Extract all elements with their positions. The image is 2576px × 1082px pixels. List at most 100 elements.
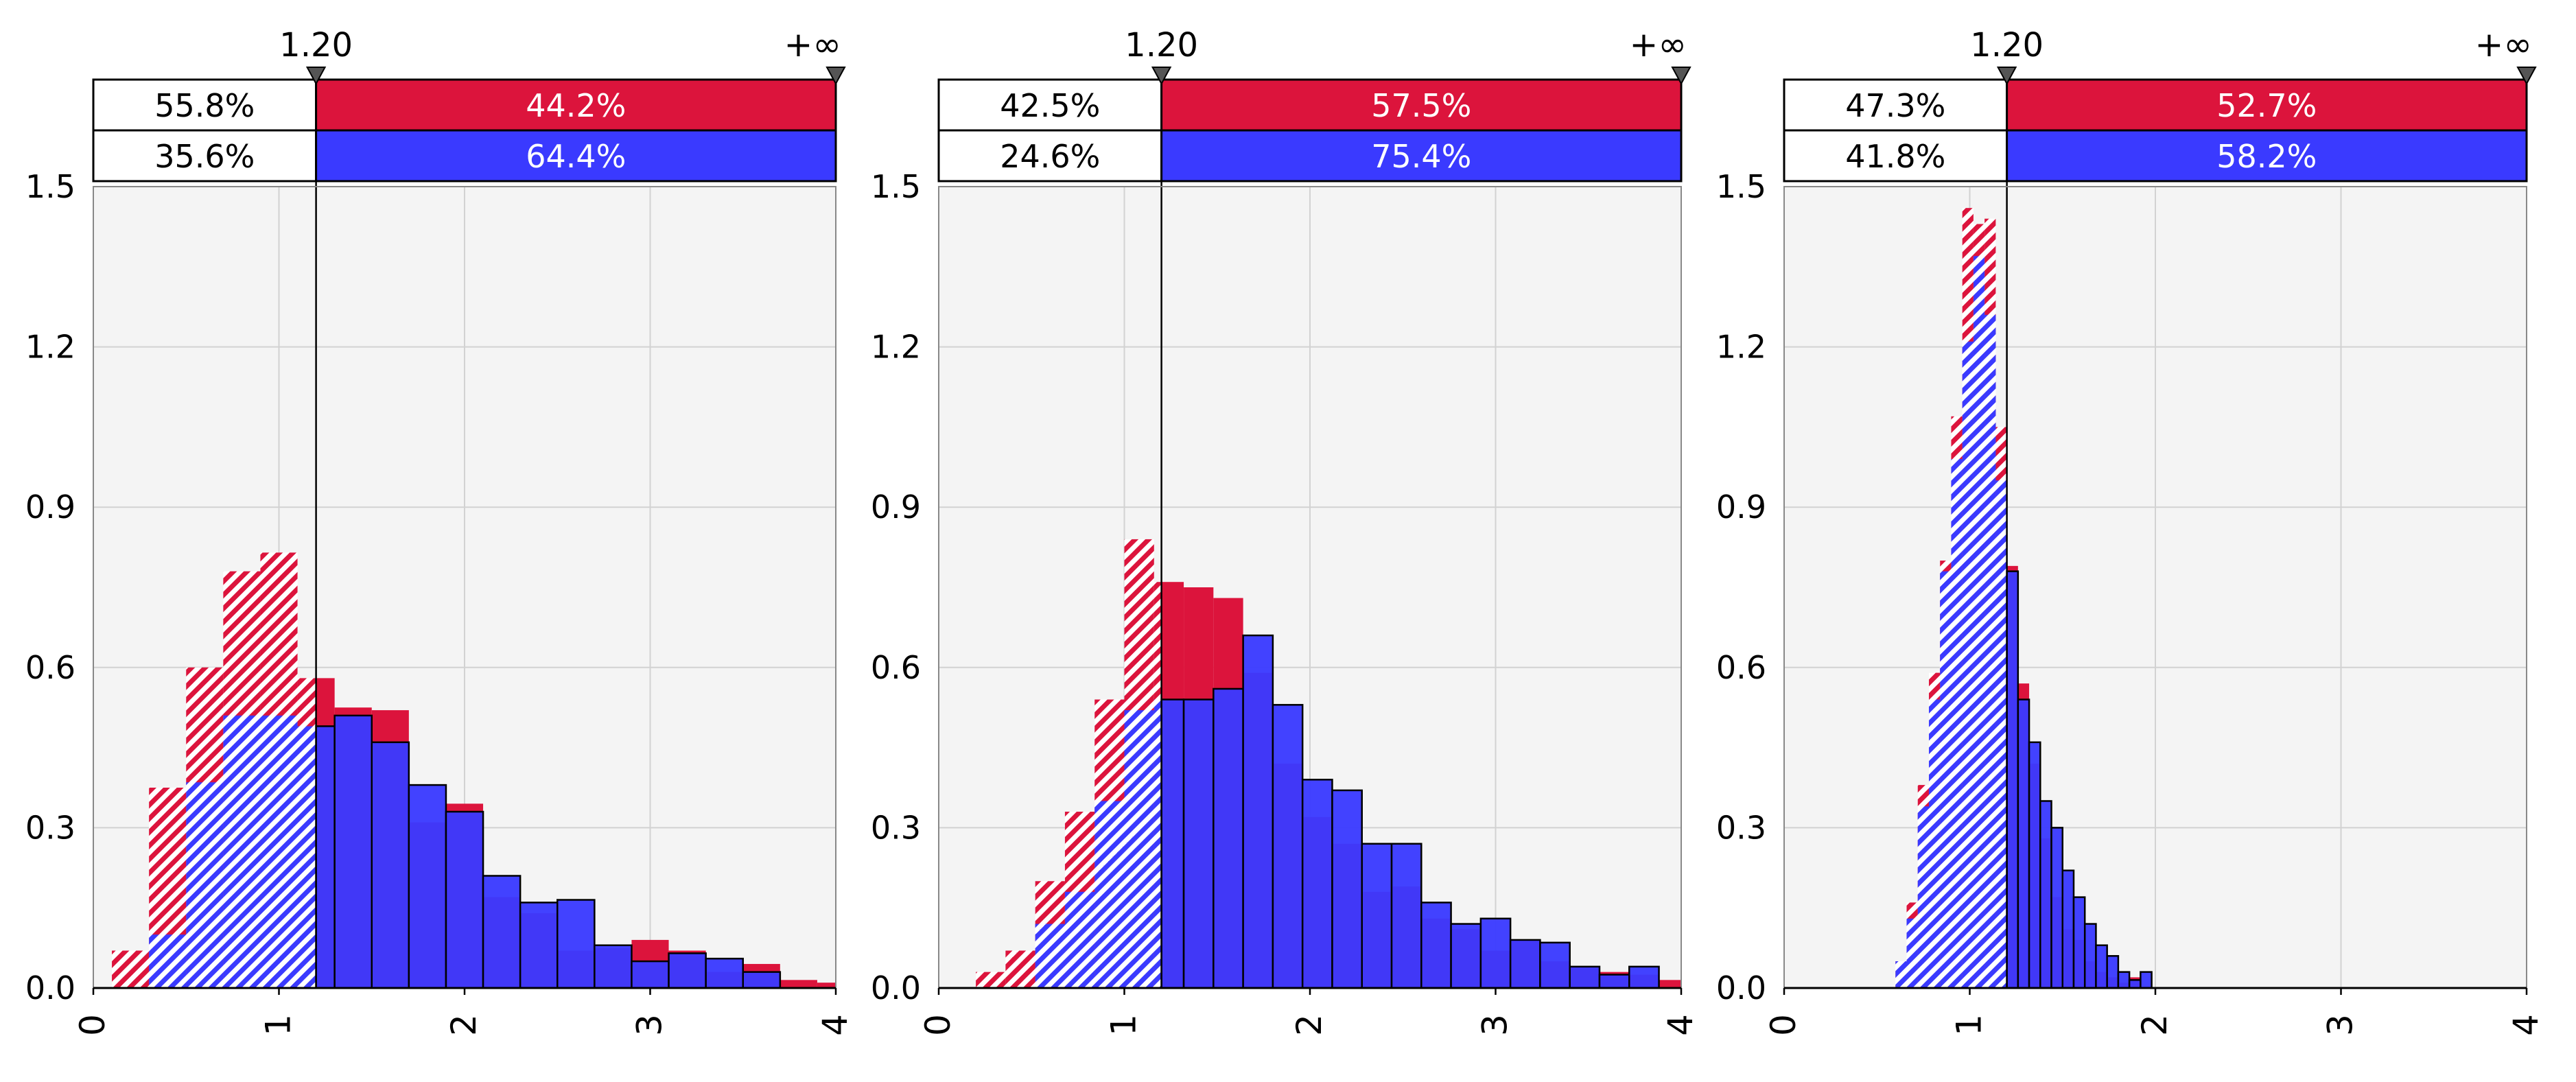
blue-right-cell [315, 129, 837, 183]
blue-bar [668, 952, 707, 988]
summary-boxes: 47.3% 52.7% 41.8% 58.2% [1783, 78, 2528, 183]
blue-bar-hatched [1951, 459, 1963, 988]
blue-bar [1331, 789, 1363, 988]
blue-bar [2128, 979, 2142, 988]
blue-bar [371, 741, 410, 988]
y-tick-label: 0.0 [871, 969, 921, 1007]
threshold-marker [305, 67, 327, 86]
red-bar-hatched [112, 950, 150, 988]
red-left-percent: 47.3% [1845, 87, 1945, 124]
x-tick-label: 1 [259, 1014, 298, 1036]
blue-bar [445, 810, 484, 988]
y-tick-label: 1.5 [1716, 168, 1766, 205]
blue-bar-hatched [1154, 699, 1162, 988]
upper-marker [1671, 67, 1691, 86]
y-tick-label: 0.9 [25, 489, 75, 526]
x-tick-label: 4 [1661, 1014, 1700, 1036]
red-right-percent: 57.5% [1371, 87, 1471, 124]
upper-label: +∞ [2474, 25, 2532, 64]
red-left-percent: 55.8% [154, 87, 255, 124]
red-right-percent: 44.2% [526, 87, 626, 124]
blue-bar-hatched [1940, 571, 1952, 988]
upper-label: +∞ [784, 25, 841, 64]
blue-bar-hatched [186, 782, 224, 988]
blue-right-cell [2006, 129, 2528, 183]
blue-bar [333, 714, 373, 988]
bars [976, 539, 1718, 988]
y-tick-label: 1.2 [1716, 329, 1766, 366]
threshold-marker [1996, 67, 2017, 86]
x-tick-label: 3 [630, 1014, 670, 1036]
blue-right-cell [1160, 129, 1683, 183]
blue-bar [2050, 827, 2064, 988]
x-tick-label: 1 [1949, 1014, 1989, 1036]
blue-bar-hatched [260, 715, 298, 988]
blue-bar [2106, 955, 2120, 988]
blue-bar-hatched [1895, 961, 1907, 988]
summary-boxes: 55.8% 44.2% 35.6% 64.4% [92, 78, 837, 183]
blue-bar [1182, 698, 1215, 988]
y-tick-label: 0.0 [25, 969, 75, 1007]
blue-bar [2039, 800, 2052, 988]
threshold-label: 1.20 [1125, 26, 1198, 64]
panel-2: 42.5% 57.5%24.6% 75.4%1.20 +∞0.00.30.60.91.… [871, 25, 1718, 1036]
blue-bar [1598, 974, 1630, 988]
blue-bar-hatched [223, 715, 261, 988]
y-tick-label: 0.3 [1716, 809, 1766, 846]
y-tick-label: 0.0 [1716, 969, 1766, 1007]
blue-bar [2140, 971, 2153, 988]
blue-bar [2117, 971, 2131, 988]
red-bar [780, 980, 817, 988]
x-tick-label: 3 [2321, 1014, 2361, 1036]
blue-bar-hatched [1962, 341, 1974, 988]
blue-bar [1272, 704, 1304, 988]
y-tick-label: 1.5 [871, 168, 921, 205]
y-tick-label: 0.6 [1716, 649, 1766, 686]
blue-bar [1569, 965, 1601, 988]
blue-bar [1242, 634, 1274, 988]
y-tick-label: 0.9 [871, 489, 921, 526]
blue-bar-hatched [1995, 480, 2007, 988]
red-bar [1689, 983, 1718, 988]
y-tick-label: 1.2 [25, 329, 75, 366]
y-tick-label: 0.6 [25, 649, 75, 686]
blue-bar-hatched [1064, 891, 1095, 988]
blue-bar [1539, 941, 1571, 988]
blue-bar [2061, 869, 2075, 988]
upper-marker [2516, 67, 2537, 86]
blue-bar [1160, 698, 1185, 988]
blue-bar [2083, 923, 2097, 988]
x-tick-label: 0 [918, 1014, 958, 1036]
blue-bar [705, 957, 745, 988]
blue-bar [519, 902, 559, 988]
blue-left-percent: 35.6% [154, 138, 255, 175]
upper-marker [826, 67, 846, 86]
blue-bar [1213, 687, 1244, 988]
blue-bar [1628, 965, 1660, 988]
x-tick-label: 3 [1475, 1014, 1515, 1036]
blue-bar-hatched [1984, 314, 1996, 988]
blue-bar [2017, 698, 2030, 988]
blue-bar [631, 960, 670, 988]
threshold-marker [1151, 67, 1172, 86]
blue-bar [1450, 923, 1482, 988]
blue-bar [1420, 902, 1452, 988]
blue-right-percent: 58.2% [2216, 138, 2317, 175]
blue-bar-hatched [1917, 806, 1929, 988]
blue-bar-hatched [1124, 710, 1154, 988]
x-tick-label: 4 [2506, 1014, 2546, 1036]
blue-bar [1361, 843, 1393, 988]
blue-right-percent: 75.4% [1371, 138, 1471, 175]
blue-bar [1479, 917, 1512, 988]
panel-1: 55.8% 44.2%35.6% 64.4%1.20 +∞0.00.30.60.91.… [25, 25, 855, 1036]
blue-bar [1509, 939, 1541, 988]
red-right-cell [1160, 78, 1683, 132]
upper-label: +∞ [1629, 25, 1687, 64]
blue-bar [557, 899, 596, 988]
x-tick-label: 0 [73, 1014, 113, 1036]
blue-bar-hatched [1928, 699, 1941, 988]
blue-left-percent: 41.8% [1845, 138, 1945, 175]
y-tick-label: 0.3 [25, 809, 75, 846]
blue-bar [408, 784, 447, 988]
blue-left-cell [92, 129, 318, 183]
